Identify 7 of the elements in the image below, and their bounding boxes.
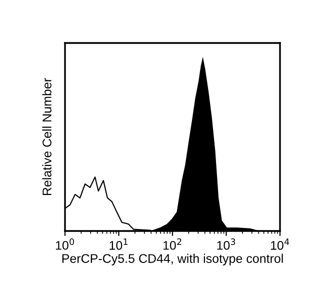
x-tick-label: 10$^{2}$ [163,238,182,250]
x-axis-title: PerCP-Cy5.5 CD44, with isotype control [62,254,283,266]
x-tick-label: 10$^{3}$ [217,238,236,250]
x-tick-label: 10$^{1}$ [110,238,128,250]
y-axis-title: Relative Cell Number [42,78,52,196]
x-tick-label: 10$^{0}$ [56,238,74,250]
x-tick-label: 10$^{4}$ [270,238,290,250]
